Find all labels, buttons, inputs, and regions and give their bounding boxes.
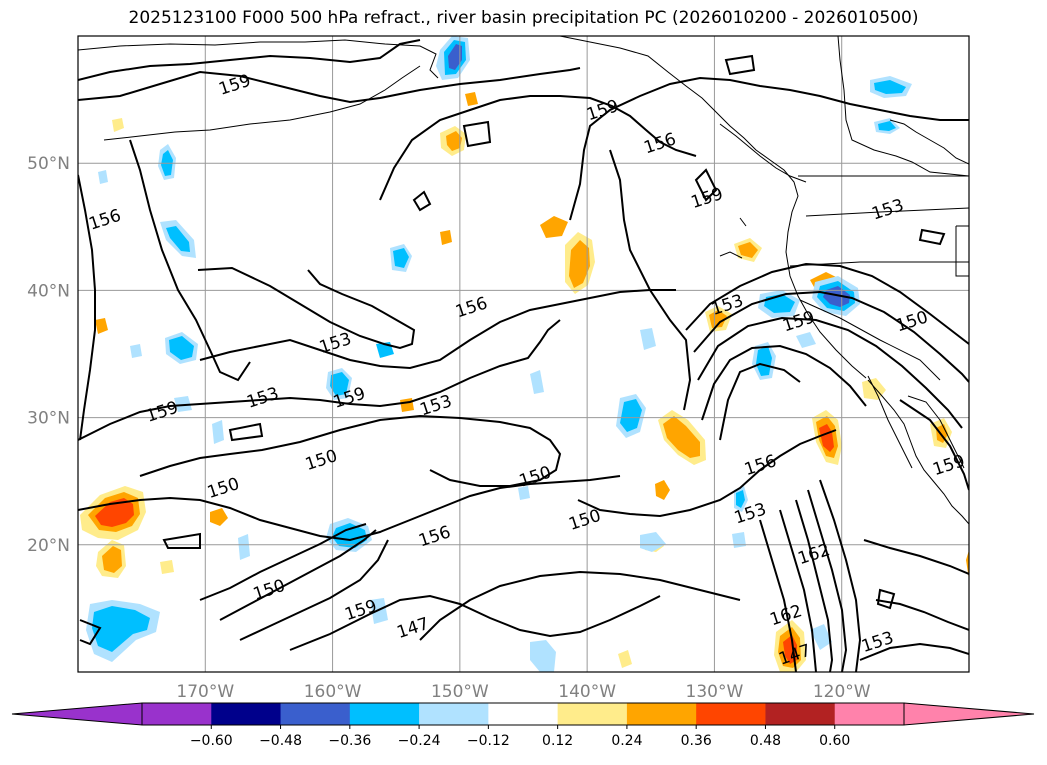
colorbar-segment — [765, 703, 836, 725]
map-background — [78, 36, 969, 672]
colorbar-tick-label: 0.12 — [542, 733, 573, 749]
colorbar-tick-label: 0.36 — [681, 733, 712, 749]
map-frame — [77, 35, 970, 673]
colorbar-tick-label: −0.12 — [467, 733, 510, 749]
colorbar-segment — [349, 703, 420, 725]
chart-title: 2025123100 F000 500 hPa refract., river … — [128, 8, 919, 28]
lat-tick-label: 50°N — [27, 154, 70, 174]
refractivity-contours — [78, 39, 969, 672]
colorbar-tick-label: 0.48 — [750, 733, 781, 749]
lat-tick-label: 30°N — [27, 409, 70, 429]
colorbar-segment — [696, 703, 766, 725]
colorbar-tick-label: 0.60 — [819, 733, 850, 749]
colorbar-segment — [834, 703, 905, 725]
longitude-tick-labels: 170°W 160°W 150°W 140°W 130°W 120°W — [176, 682, 870, 702]
colorbar-segment — [211, 703, 282, 725]
colorbar-segment — [488, 703, 559, 725]
colorbar-segment — [419, 703, 489, 725]
colorbar-segment — [280, 703, 351, 725]
lat-tick-label: 40°N — [27, 281, 70, 301]
colorbar-segment — [626, 703, 697, 725]
colorbar-segment — [557, 703, 628, 725]
lat-tick-label: 20°N — [27, 536, 70, 556]
lon-tick-label: 150°W — [431, 682, 489, 702]
map-grid — [78, 36, 969, 672]
lon-tick-label: 120°W — [813, 682, 871, 702]
colorbar-outline — [141, 702, 905, 726]
coastlines — [78, 36, 969, 525]
lon-tick-label: 160°W — [304, 682, 362, 702]
colorbar-tick-label: −0.48 — [259, 733, 302, 749]
colorbar-extend-high — [903, 702, 1035, 726]
colorbar-tick-label: −0.36 — [328, 733, 371, 749]
colorbar-segment — [142, 703, 212, 725]
lon-tick-label: 170°W — [176, 682, 234, 702]
latitude-tick-labels: 20°N 30°N 40°N 50°N — [27, 154, 70, 556]
colorbar-extend-low — [11, 702, 143, 726]
colorbar-tick-label: −0.24 — [398, 733, 441, 749]
lon-tick-label: 140°W — [558, 682, 616, 702]
colorbar-tick-label: 0.24 — [611, 733, 642, 749]
lon-tick-label: 130°W — [686, 682, 744, 702]
contour-label: 156 — [41, 254, 78, 283]
colorbar-tick-label: −0.60 — [190, 733, 233, 749]
colorbar: −0.60 −0.48 −0.36 −0.24 −0.12 0.12 0.24 0.36 0.4… — [11, 702, 1035, 749]
